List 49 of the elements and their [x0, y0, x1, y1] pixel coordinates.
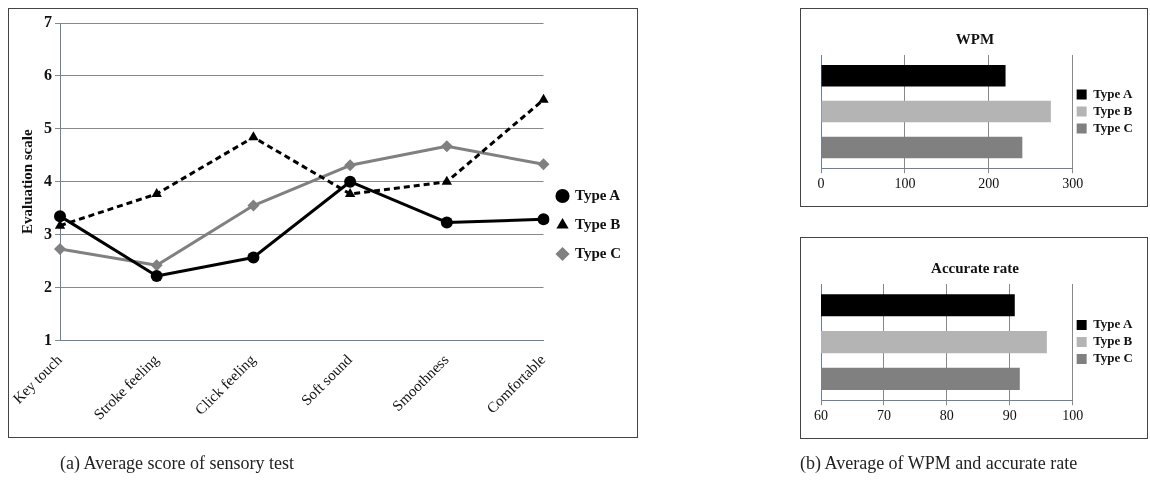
x-tick-label: 70 [876, 408, 891, 424]
point [441, 175, 453, 185]
legend-label: Type A [575, 186, 621, 203]
point [247, 251, 260, 264]
point [440, 140, 453, 153]
point [440, 216, 453, 229]
text: (a) Average score of sensory test [60, 453, 295, 474]
legend-label: Type A [1093, 316, 1133, 332]
y-tick-label: 3 [44, 224, 52, 242]
point [537, 158, 550, 171]
point [344, 187, 356, 197]
x-tick-label: 100 [1062, 408, 1084, 424]
x-tick-label: 90 [1002, 408, 1017, 424]
legend-label: Type C [1093, 350, 1134, 366]
point [151, 187, 162, 197]
x-tick-label: 80 [939, 408, 954, 424]
x-tick-label: 200 [978, 176, 1000, 192]
point [54, 210, 66, 223]
point [538, 93, 549, 103]
y-tick-label: 4 [44, 171, 52, 189]
point [537, 213, 550, 226]
y-tick-label: 7 [44, 13, 52, 31]
point [54, 242, 66, 255]
chart-title: WPM [955, 30, 995, 47]
x-tick-label: 60 [814, 408, 828, 424]
x-tick-label: 300 [1062, 176, 1084, 192]
legend-label: Type A [1093, 85, 1133, 101]
legend-label: Type C [575, 244, 622, 261]
y-tick-label: 6 [44, 66, 52, 84]
y-tick-label: 5 [44, 118, 52, 136]
text: (b) Average of WPM and accurate rate [800, 453, 1078, 474]
point [344, 175, 357, 188]
x-tick-label: 100 [894, 176, 916, 192]
point [344, 159, 357, 172]
legend-label: Type B [575, 215, 621, 232]
y-axis-title: Evaluation scale [18, 129, 35, 235]
bar [821, 65, 1006, 87]
legend-label: Type B [1093, 333, 1133, 349]
point [150, 259, 163, 272]
legend-label: Type C [1093, 119, 1134, 135]
x-tick-label: 0 [817, 176, 825, 192]
y-tick-label: 1 [44, 330, 52, 348]
chart-title: Accurate rate [931, 259, 1020, 276]
y-tick-label: 2 [44, 277, 52, 295]
point [150, 269, 163, 282]
bar [821, 100, 1051, 123]
legend-label: Type B [1093, 102, 1133, 118]
point [248, 131, 259, 141]
point [247, 199, 260, 212]
